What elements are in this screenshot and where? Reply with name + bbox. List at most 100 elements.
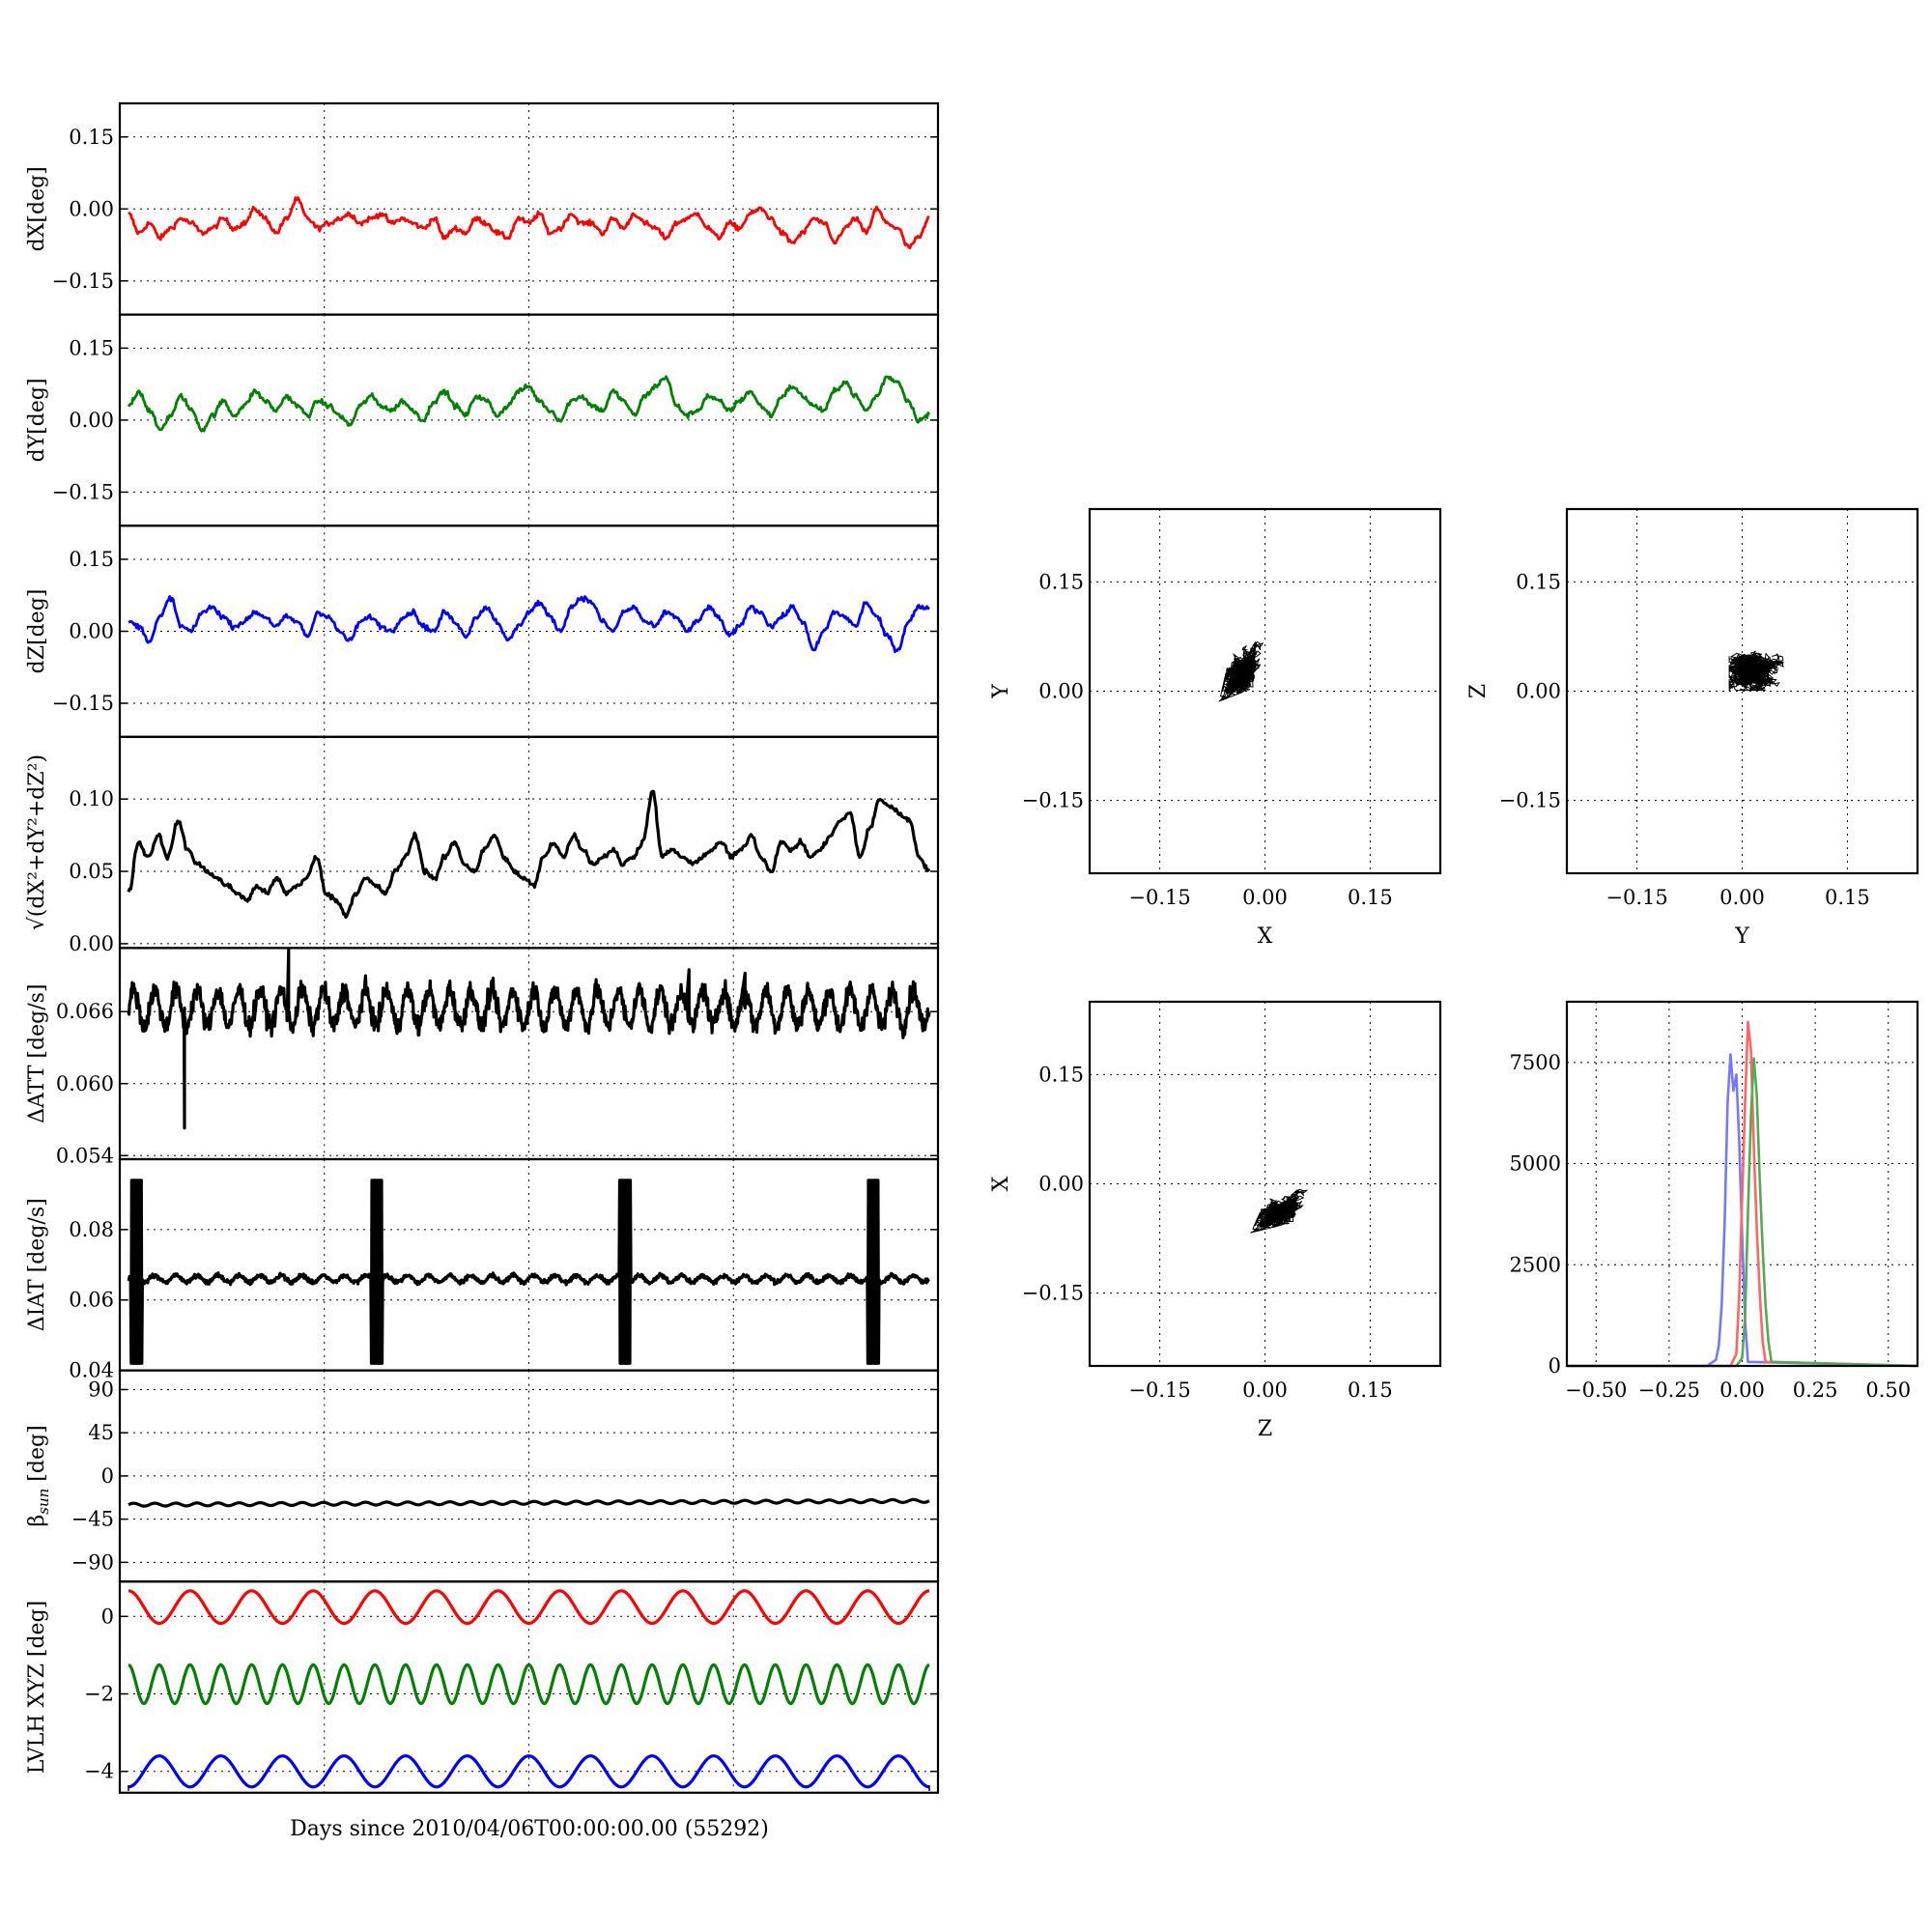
y-axis-label-sub: sun: [35, 1489, 52, 1515]
panel-frame: [1088, 1000, 1442, 1368]
panel-frame: [1088, 507, 1442, 875]
y-axis-label: dX[deg]: [25, 166, 49, 251]
y-tick-label: 0.15: [1038, 570, 1084, 593]
series-line: [127, 789, 931, 920]
y-axis-label: X: [989, 1176, 1013, 1191]
y-tick-label: 0.00: [1038, 680, 1084, 703]
y-tick-label: 0.00: [69, 620, 114, 643]
y-tick-label: 45: [88, 1421, 114, 1444]
y-axis-label: Z: [1466, 684, 1491, 698]
series-line: [128, 595, 930, 654]
y-tick-label: 0.06: [69, 1289, 114, 1312]
trajectory-line: [1728, 650, 1785, 692]
y-tick-label: 0.00: [69, 932, 114, 955]
y-tick-label: 0.08: [69, 1218, 114, 1241]
scatter-panel-8: −0.15 −0.15 0.00 0.00 0.15 0.15 X Y: [989, 507, 1442, 949]
y-tick-label: 5000: [1510, 1152, 1561, 1176]
scatter-panel-10: −0.15 −0.15 0.00 0.00 0.15 0.15 Z X: [989, 1000, 1442, 1441]
y-tick-label: 0: [101, 1464, 114, 1488]
y-tick-label: 0.00: [1038, 1173, 1084, 1196]
y-tick-label: 0: [101, 1605, 114, 1628]
y-tick-label: 0.15: [1516, 570, 1561, 593]
x-axis-label: Days since 2010/04/06T00:00:00.00 (55292…: [290, 1817, 769, 1841]
scatter-panel-9: −0.15 −0.15 0.00 0.00 0.15 0.15 Y Z: [1466, 507, 1919, 949]
x-tick-label: −0.15: [1128, 1378, 1190, 1402]
y-tick-label: 0.15: [69, 336, 114, 359]
x-tick-label: −0.15: [1128, 886, 1190, 909]
y-axis-label: dZ[deg]: [25, 589, 49, 674]
y-tick-label: 0.066: [56, 1000, 114, 1023]
series-line: [128, 1662, 930, 1706]
y-tick-label: 0.054: [56, 1144, 114, 1167]
series-line: [128, 196, 930, 250]
y-tick-label: −0.15: [1022, 1282, 1084, 1305]
panel-3: 0.10 0.05 0.00 √(dX²+dY²+dZ²): [25, 735, 940, 955]
y-tick-label: 0.10: [69, 787, 114, 810]
panel-4: 0.066 0.060 0.054 ΔATT [deg/s]: [25, 947, 940, 1167]
y-tick-label: 7500: [1510, 1051, 1561, 1074]
y-axis-label-rest: [deg]: [25, 1425, 49, 1488]
y-tick-label: 0.15: [1038, 1063, 1084, 1086]
y-tick-label: 0.060: [56, 1072, 114, 1095]
panel-frame: [1565, 507, 1919, 875]
histogram-line: [1567, 1053, 1918, 1368]
y-axis-label: dY[deg]: [25, 378, 49, 462]
y-tick-label: 0.05: [69, 860, 114, 883]
y-tick-label: −2: [84, 1683, 114, 1706]
series-line: [128, 1589, 930, 1626]
y-tick-label: 0.15: [69, 548, 114, 571]
histogram-line: [1567, 1057, 1918, 1368]
y-axis-label: √(dX²+dY²+dZ²): [25, 754, 49, 930]
x-tick-label: 0.00: [1719, 886, 1765, 909]
y-tick-label: 0.04: [69, 1359, 114, 1382]
y-tick-label: 90: [88, 1378, 114, 1401]
y-tick-label: −0.15: [52, 692, 114, 715]
x-tick-label: 0.50: [1865, 1378, 1911, 1402]
y-tick-label: −90: [71, 1550, 114, 1574]
x-tick-label: 0.00: [1242, 1378, 1288, 1402]
panel-5: 0.08 0.06 0.04 ΔIAT [deg/s]: [25, 1157, 940, 1382]
panel-6: 90 45 0 −45 −90 βsun [deg]: [25, 1369, 940, 1583]
y-tick-label: 2500: [1510, 1253, 1561, 1276]
trajectory-line: [1218, 640, 1264, 703]
y-axis-label-main: β: [25, 1515, 49, 1527]
x-tick-label: 0.15: [1348, 886, 1393, 909]
series-line: [127, 375, 931, 433]
x-tick-label: 0.00: [1242, 886, 1288, 909]
series-line: [128, 1754, 930, 1789]
y-tick-label: 0.15: [69, 126, 114, 149]
y-tick-label: 0: [1548, 1354, 1561, 1378]
y-tick-label: 0.00: [69, 197, 114, 220]
y-axis-label: βsun [deg]: [25, 1425, 52, 1526]
panel-frame: [118, 735, 940, 950]
y-tick-label: −0.15: [1022, 789, 1084, 812]
panel-frame: [118, 947, 940, 1161]
x-tick-label: −0.50: [1565, 1378, 1627, 1402]
x-tick-label: −0.15: [1605, 886, 1667, 909]
x-tick-label: 0.15: [1348, 1378, 1393, 1402]
x-axis-label: X: [1258, 924, 1273, 949]
x-tick-label: −0.25: [1638, 1378, 1700, 1402]
y-tick-label: −0.15: [1499, 789, 1561, 812]
y-axis-label: Y: [989, 684, 1013, 699]
panel-frame: [118, 1580, 940, 1794]
x-tick-label: 0.25: [1793, 1378, 1838, 1402]
y-tick-label: −45: [71, 1508, 114, 1531]
x-tick-label: 0.15: [1825, 886, 1870, 909]
y-tick-label: −0.15: [52, 480, 114, 503]
y-tick-label: 0.00: [1516, 680, 1561, 703]
x-axis-label: Z: [1258, 1417, 1272, 1441]
panel-frame: [118, 1157, 940, 1372]
y-tick-label: 0.00: [69, 409, 114, 432]
series-line: [127, 948, 931, 1130]
series-line: [127, 1179, 930, 1365]
histogram-line: [1567, 1020, 1918, 1368]
panel-7: 0 −2 −4 LVLH XYZ [deg]: [25, 1580, 940, 1794]
y-tick-label: −4: [84, 1760, 114, 1783]
series-line: [128, 1497, 930, 1508]
trajectory-line: [1250, 1188, 1309, 1235]
histogram-panel: −0.50 −0.25 0.00 0.25 0.50 0 2500 5000 7500: [1510, 1000, 1919, 1402]
